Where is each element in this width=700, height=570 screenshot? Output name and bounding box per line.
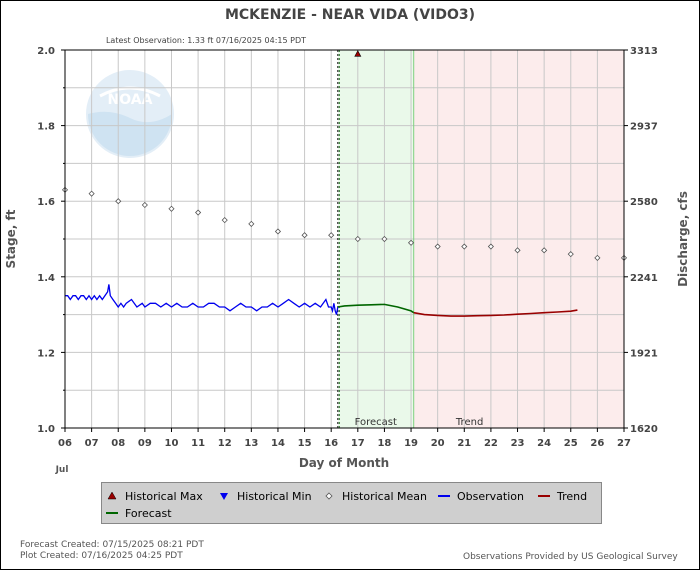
legend-label: Historical Mean — [342, 490, 427, 503]
y2-tick-label: 2937 — [630, 122, 658, 133]
forecast-created: Forecast Created: 07/15/2025 08:21 PDT — [20, 540, 204, 550]
historical-mean-point — [301, 232, 308, 239]
series-trend — [413, 309, 578, 317]
x-tick-label: 24 — [537, 438, 551, 449]
historical-mean-point — [594, 254, 601, 261]
historical-mean-point — [407, 239, 415, 246]
historical-mean-point — [354, 235, 361, 243]
x-tick-label: 21 — [457, 438, 471, 449]
x-axis-title: Day of Month — [299, 456, 389, 470]
x-tick-label: 20 — [431, 438, 445, 449]
historical-mean-point — [567, 251, 574, 258]
plot-created: Plot Created: 07/16/2025 04:25 PDT — [20, 551, 183, 561]
historical-mean-point — [381, 235, 388, 243]
y-tick-label: 2.0 — [37, 46, 55, 57]
historical-mean-point — [328, 232, 335, 239]
legend-label: Forecast — [125, 507, 172, 520]
noaa-logo: NOAA — [86, 70, 174, 158]
x-tick-label: 08 — [111, 438, 125, 449]
y-tick-label: 1.2 — [37, 348, 55, 359]
x-tick-label: 26 — [590, 438, 604, 449]
x-tick-label: 16 — [324, 438, 338, 449]
x-tick-label: 14 — [271, 438, 285, 449]
x-tick-label: 22 — [484, 438, 498, 449]
historical-mean-point — [88, 190, 95, 197]
x-tick-label: 27 — [617, 438, 631, 449]
x-tick-label: 12 — [218, 438, 232, 449]
historical-mean-point — [434, 243, 441, 250]
data-provider: Observations Provided by US Geological S… — [463, 552, 678, 562]
x-axis-sublabel: Jul — [55, 465, 69, 475]
series-observation — [65, 284, 339, 315]
historical-mean-point — [514, 247, 521, 254]
y-tick-label: 1.6 — [37, 197, 55, 208]
historical-mean-point — [168, 205, 175, 212]
y-tick-label: 1.8 — [37, 122, 55, 133]
historical-mean-point — [487, 243, 494, 250]
x-tick-label: 17 — [351, 438, 365, 449]
legend-marker-min — [220, 493, 228, 500]
region-label-trend: Trend — [455, 417, 483, 428]
legend-label: Trend — [556, 490, 587, 503]
x-tick-label: 07 — [85, 438, 99, 449]
x-tick-label: 11 — [191, 438, 205, 449]
x-tick-label: 23 — [511, 438, 525, 449]
y2-tick-label: 1620 — [630, 424, 658, 435]
legend-marker-max — [107, 491, 117, 500]
legend-label: Historical Max — [125, 490, 203, 503]
x-tick-label: 06 — [58, 438, 72, 449]
historical-mean-point — [461, 243, 468, 250]
historical-mean-point — [195, 209, 202, 216]
series-forecast — [337, 303, 415, 314]
historical-mean-point — [221, 217, 228, 224]
region-label-forecast: Forecast — [355, 417, 397, 428]
y2-tick-label: 3313 — [630, 46, 658, 57]
y2-tick-label: 1921 — [630, 348, 658, 359]
x-tick-label: 10 — [165, 438, 179, 449]
y2-tick-label: 2241 — [630, 273, 658, 284]
y-tick-label: 1.4 — [37, 273, 55, 284]
x-tick-label: 19 — [404, 438, 418, 449]
chart-title: MCKENZIE - NEAR VIDA (VIDO3) — [225, 7, 475, 23]
legend-marker-mean — [325, 492, 333, 500]
y2-tick-label: 2580 — [630, 197, 658, 208]
legend-label: Observation — [457, 490, 524, 503]
chart-subtitle: Latest Observation: 1.33 ft 07/16/2025 0… — [106, 36, 306, 45]
x-tick-label: 18 — [377, 438, 391, 449]
y-axis-title: Stage, ft — [4, 209, 18, 268]
x-tick-label: 09 — [138, 438, 152, 449]
historical-max-point — [354, 50, 362, 57]
x-tick-label: 13 — [244, 438, 258, 449]
historical-mean-point — [141, 201, 148, 209]
legend-label: Historical Min — [237, 490, 312, 503]
historical-mean-point — [274, 228, 282, 235]
noaa-logo-text: NOAA — [108, 92, 153, 108]
x-tick-label: 15 — [298, 438, 312, 449]
y2-axis-title: Discharge, cfs — [676, 191, 690, 287]
legend: Historical Max Historical Min Historical M… — [101, 482, 602, 524]
y-tick-label: 1.0 — [37, 424, 55, 435]
x-tick-label: 25 — [564, 438, 578, 449]
historical-mean-point — [541, 247, 548, 254]
historical-mean-point — [115, 198, 122, 205]
historical-mean-point — [248, 220, 255, 227]
